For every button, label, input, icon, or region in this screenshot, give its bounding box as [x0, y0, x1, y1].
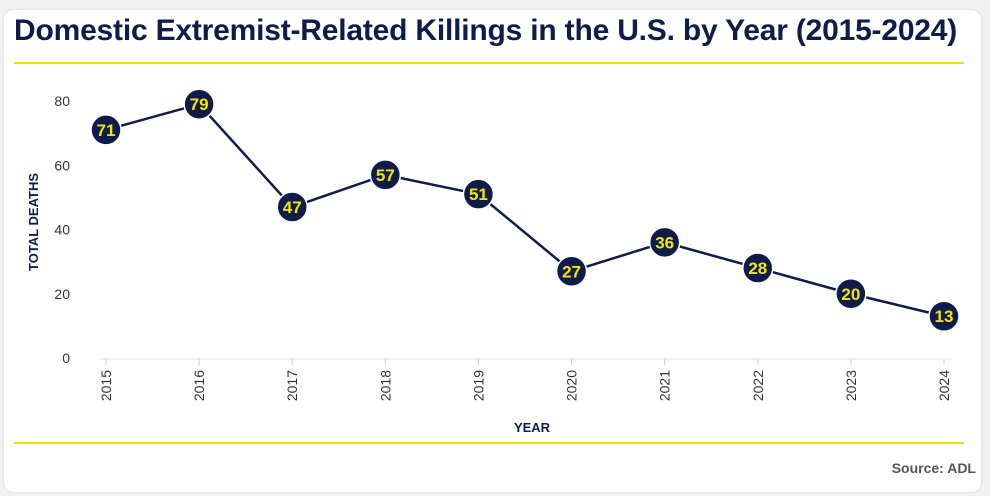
series-line	[105, 102, 945, 318]
data-point: 20	[835, 278, 867, 310]
chart-title: Domestic Extremist-Related Killings in t…	[14, 14, 958, 47]
y-tick-label: 20	[54, 286, 70, 302]
data-point: 71	[90, 114, 122, 146]
x-tick-label: 2020	[564, 370, 580, 401]
data-label: 28	[748, 259, 767, 278]
data-label: 36	[655, 233, 674, 252]
data-point: 28	[742, 252, 774, 284]
data-label: 13	[935, 307, 954, 326]
x-tick-label: 2017	[284, 370, 300, 401]
data-label: 57	[376, 166, 395, 185]
data-point-marker	[183, 88, 215, 120]
y-axis-label: TOTAL DEATHS	[26, 173, 41, 271]
x-tick-label: 2015	[98, 370, 114, 401]
data-point: 47	[276, 191, 308, 223]
series-polyline	[105, 102, 945, 318]
data-point-marker	[648, 226, 681, 259]
data-label: 51	[469, 185, 488, 204]
data-point: 51	[462, 178, 495, 210]
x-axis-label: YEAR	[514, 420, 551, 435]
data-point: 79	[183, 88, 215, 120]
x-tick-label: 2016	[191, 370, 207, 401]
data-point-marker	[369, 159, 402, 191]
data-label: 20	[841, 285, 860, 304]
data-point-marker	[555, 255, 588, 288]
data-point-marker	[276, 191, 308, 223]
data-point-marker	[928, 300, 960, 332]
chart-card	[4, 10, 981, 492]
top-divider	[14, 62, 964, 64]
data-point-marker	[462, 178, 495, 210]
y-tick-label: 0	[62, 350, 70, 366]
data-label: 27	[562, 262, 581, 281]
data-point: 13	[928, 300, 960, 332]
source-note: Source: ADL	[891, 460, 976, 476]
x-tick-label: 2018	[377, 370, 393, 401]
data-label: 71	[97, 121, 116, 140]
data-point: 27	[555, 255, 588, 288]
data-label: 47	[283, 198, 302, 217]
data-point-marker	[835, 278, 867, 310]
data-point: 57	[369, 159, 402, 191]
x-tick-label: 2022	[750, 370, 766, 401]
data-point-marker	[742, 252, 774, 284]
x-tick-label: 2019	[470, 370, 486, 401]
y-tick-label: 60	[54, 157, 70, 173]
y-tick-label: 40	[54, 222, 70, 238]
y-tick-label: 80	[54, 93, 70, 109]
x-tick-label: 2024	[936, 370, 952, 401]
data-point: 36	[648, 226, 681, 259]
data-markers: 71 79 47 57 51 27 36 28 20 13	[90, 88, 960, 332]
data-label: 79	[190, 95, 209, 114]
data-point-marker	[90, 114, 122, 146]
x-tick-label: 2023	[843, 370, 859, 401]
x-tick-label: 2021	[657, 370, 673, 401]
bottom-divider	[14, 442, 964, 444]
